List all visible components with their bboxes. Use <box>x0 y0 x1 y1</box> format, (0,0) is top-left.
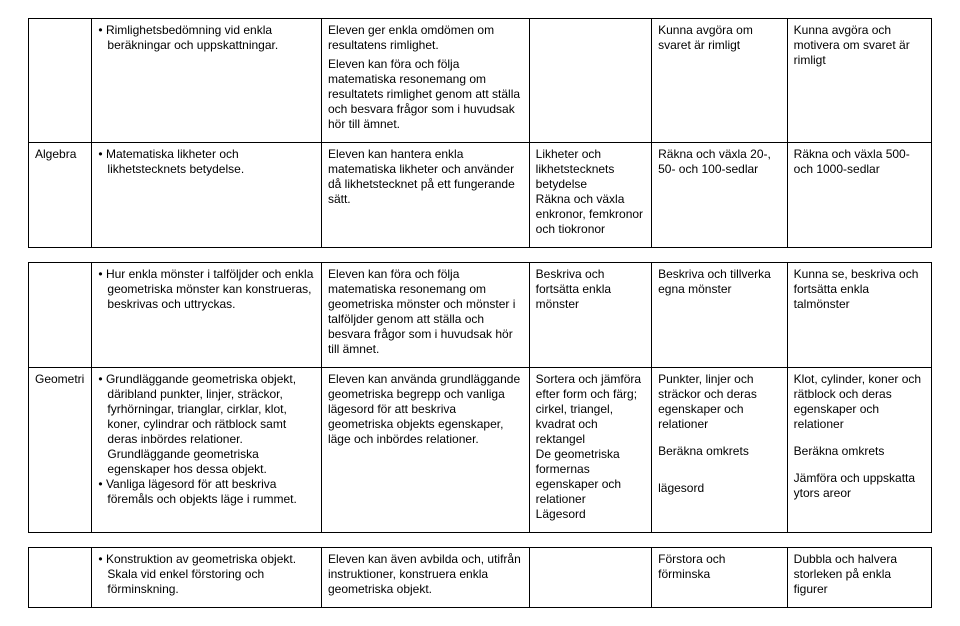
table-row: • Hur enkla mönster i talföljder och enk… <box>29 263 932 368</box>
bullet-text: • Konstruktion av geometriska objekt. Sk… <box>98 552 315 597</box>
paragraph: Eleven ger enkla omdömen om resultatens … <box>328 23 494 52</box>
paragraph: Beräkna omkrets <box>794 444 925 459</box>
cell-subject: Geometri <box>29 368 92 533</box>
cell-level3: Klot, cylinder, koner och rätblock och d… <box>787 368 931 533</box>
cell-level1 <box>529 19 651 143</box>
cell-ability: Eleven kan använda grundläggande geometr… <box>321 368 529 533</box>
cell-level3: Kunna se, beskriva och fortsätta enkla t… <box>787 263 931 368</box>
cell-subject <box>29 548 92 608</box>
cell-level2: Beskriva och tillverka egna mönster <box>652 263 788 368</box>
cell-content: • Hur enkla mönster i talföljder och enk… <box>92 263 322 368</box>
table-row: Algebra • Matematiska likheter och likhe… <box>29 143 932 248</box>
cell-level1 <box>529 548 651 608</box>
bullet-text: • Grundläggande geometriska objekt, däri… <box>98 372 315 477</box>
paragraph: Jämföra och uppskatta ytors areor <box>794 471 925 501</box>
bullet-text: • Hur enkla mönster i talföljder och enk… <box>98 267 315 312</box>
cell-level1: Beskriva och fortsätta enkla mönster <box>529 263 651 368</box>
cell-level1: Sortera och jämföra efter form och färg;… <box>529 368 651 533</box>
paragraph: Eleven kan föra och följa matematiska re… <box>328 57 523 132</box>
table-row: • Konstruktion av geometriska objekt. Sk… <box>29 548 932 608</box>
curriculum-table: • Rimlighetsbedömning vid enkla beräknin… <box>28 18 932 608</box>
cell-content: • Grundläggande geometriska objekt, däri… <box>92 368 322 533</box>
cell-level2: Punkter, linjer och sträckor och deras e… <box>652 368 788 533</box>
cell-level2: Kunna avgöra om svaret är rimligt <box>652 19 788 143</box>
paragraph: Klot, cylinder, koner och rätblock och d… <box>794 372 921 431</box>
paragraph: lägesord <box>658 481 781 496</box>
cell-ability: Eleven kan även avbilda och, utifrån ins… <box>321 548 529 608</box>
table-row: • Rimlighetsbedömning vid enkla beräknin… <box>29 19 932 143</box>
cell-content: • Rimlighetsbedömning vid enkla beräknin… <box>92 19 322 143</box>
cell-ability: Eleven kan hantera enkla matematiska lik… <box>321 143 529 248</box>
cell-subject <box>29 263 92 368</box>
cell-level2: Förstora och förminska <box>652 548 788 608</box>
bullet-text: • Vanliga lägesord för att beskriva före… <box>98 477 315 507</box>
cell-ability: Eleven kan föra och följa matematiska re… <box>321 263 529 368</box>
table-row: Geometri • Grundläggande geometriska obj… <box>29 368 932 533</box>
cell-ability: Eleven ger enkla omdömen om resultatens … <box>321 19 529 143</box>
cell-content: • Matematiska likheter och likhetsteckne… <box>92 143 322 248</box>
bullet-text: • Rimlighetsbedömning vid enkla beräknin… <box>98 23 315 53</box>
cell-subject: Algebra <box>29 143 92 248</box>
cell-level3: Dubbla och halvera storleken på enkla fi… <box>787 548 931 608</box>
cell-content: • Konstruktion av geometriska objekt. Sk… <box>92 548 322 608</box>
cell-subject <box>29 19 92 143</box>
cell-level1: Likheter och likhetstecknets betydelse R… <box>529 143 651 248</box>
paragraph: Punkter, linjer och sträckor och deras e… <box>658 372 757 431</box>
bullet-text: • Matematiska likheter och likhetsteckne… <box>98 147 315 177</box>
cell-level3: Räkna och växla 500- och 1000-sedlar <box>787 143 931 248</box>
cell-level2: Räkna och växla 20-, 50- och 100-sedlar <box>652 143 788 248</box>
cell-level3: Kunna avgöra och motivera om svaret är r… <box>787 19 931 143</box>
paragraph: Beräkna omkrets <box>658 444 781 459</box>
